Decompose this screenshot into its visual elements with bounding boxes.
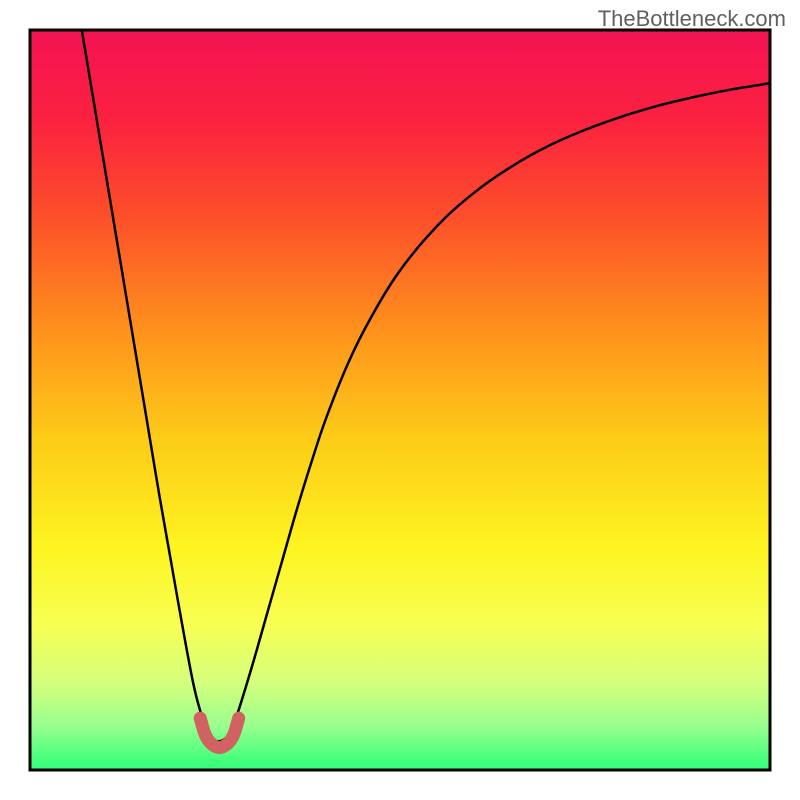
chart-container: TheBottleneck.com: [0, 0, 800, 800]
bottleneck-chart: [0, 0, 800, 800]
plot-background: [30, 30, 770, 770]
watermark-text: TheBottleneck.com: [598, 6, 786, 32]
